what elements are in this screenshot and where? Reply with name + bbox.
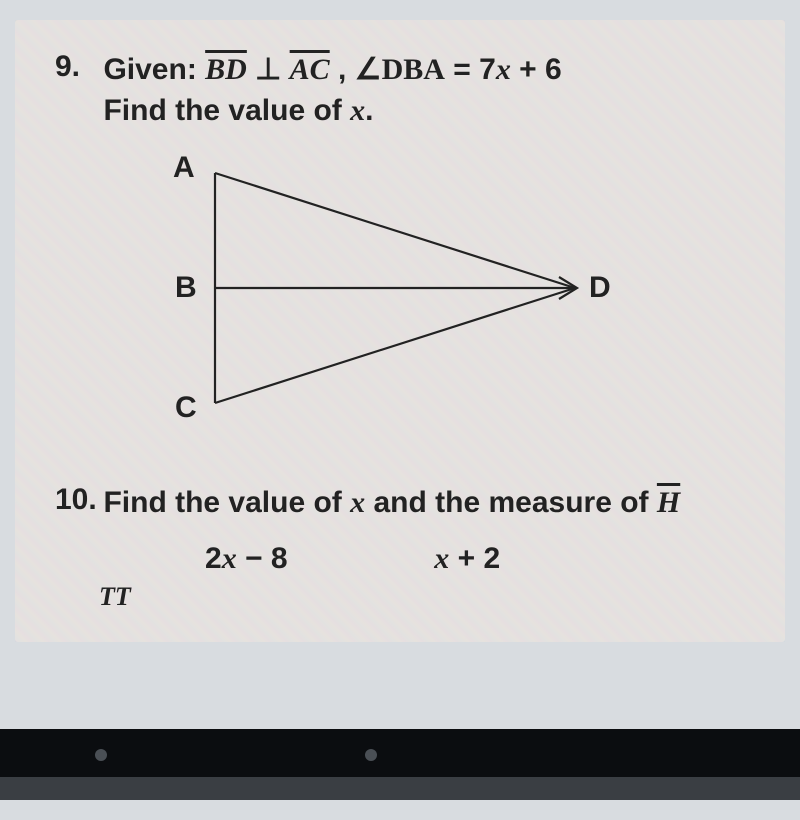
label-a: A (173, 151, 195, 185)
q10-text: Find the value of x and the measure of H (103, 483, 743, 524)
edge-ad (215, 173, 575, 288)
question-10: 10. Find the value of x and the measure … (55, 483, 745, 612)
q10-a: Find the value of (103, 486, 350, 519)
frag-tt: TT (99, 582, 745, 612)
q9-text: Given: BD ⊥ AC , ∠DBA = 7x + 6 Find the … (103, 50, 743, 131)
triangle-svg (155, 153, 615, 433)
x1: x (496, 53, 511, 86)
q9-diagram: A B C D (155, 153, 615, 433)
question-9: 9. Given: BD ⊥ AC , ∠DBA = 7x + 6 Find t… (55, 50, 745, 433)
label-c: C (175, 391, 197, 425)
black-strip (0, 729, 800, 777)
seg-ac: AC (290, 53, 330, 86)
bottom-gray-bar (0, 777, 800, 800)
comma: , (330, 53, 355, 86)
q10-expr-row: 2x − 8 x + 2 (205, 542, 745, 576)
label-b: B (175, 271, 197, 305)
q9-number: 9. (55, 50, 99, 84)
angle-sym: ∠ (355, 53, 382, 86)
q9-find: Find the value of (103, 94, 350, 127)
eq-7: = 7 (445, 53, 496, 86)
q10-b: and the measure of (365, 486, 657, 519)
expr1-m8: − 8 (237, 542, 288, 575)
dot-left (95, 749, 107, 761)
x2: x (350, 94, 365, 127)
expr1-2: 2 (205, 542, 222, 575)
perp-sym: ⊥ (247, 53, 290, 86)
angle-dba: DBA (382, 53, 445, 86)
q10-number: 10. (55, 483, 99, 517)
worksheet-page: 9. Given: BD ⊥ AC , ∠DBA = 7x + 6 Find t… (15, 20, 785, 642)
q10-x: x (350, 486, 365, 519)
dot-mid (365, 749, 377, 761)
q9-given: Given: (103, 53, 205, 86)
label-d: D (589, 271, 611, 305)
seg-bd: BD (205, 53, 247, 86)
q10-seg: H (657, 486, 680, 519)
expr1-x: x (222, 542, 237, 575)
expr2-p2: + 2 (449, 542, 500, 575)
plus6: + 6 (511, 53, 562, 86)
dot: . (365, 94, 373, 127)
expr2-x: x (434, 542, 449, 575)
edge-cd (215, 288, 575, 403)
